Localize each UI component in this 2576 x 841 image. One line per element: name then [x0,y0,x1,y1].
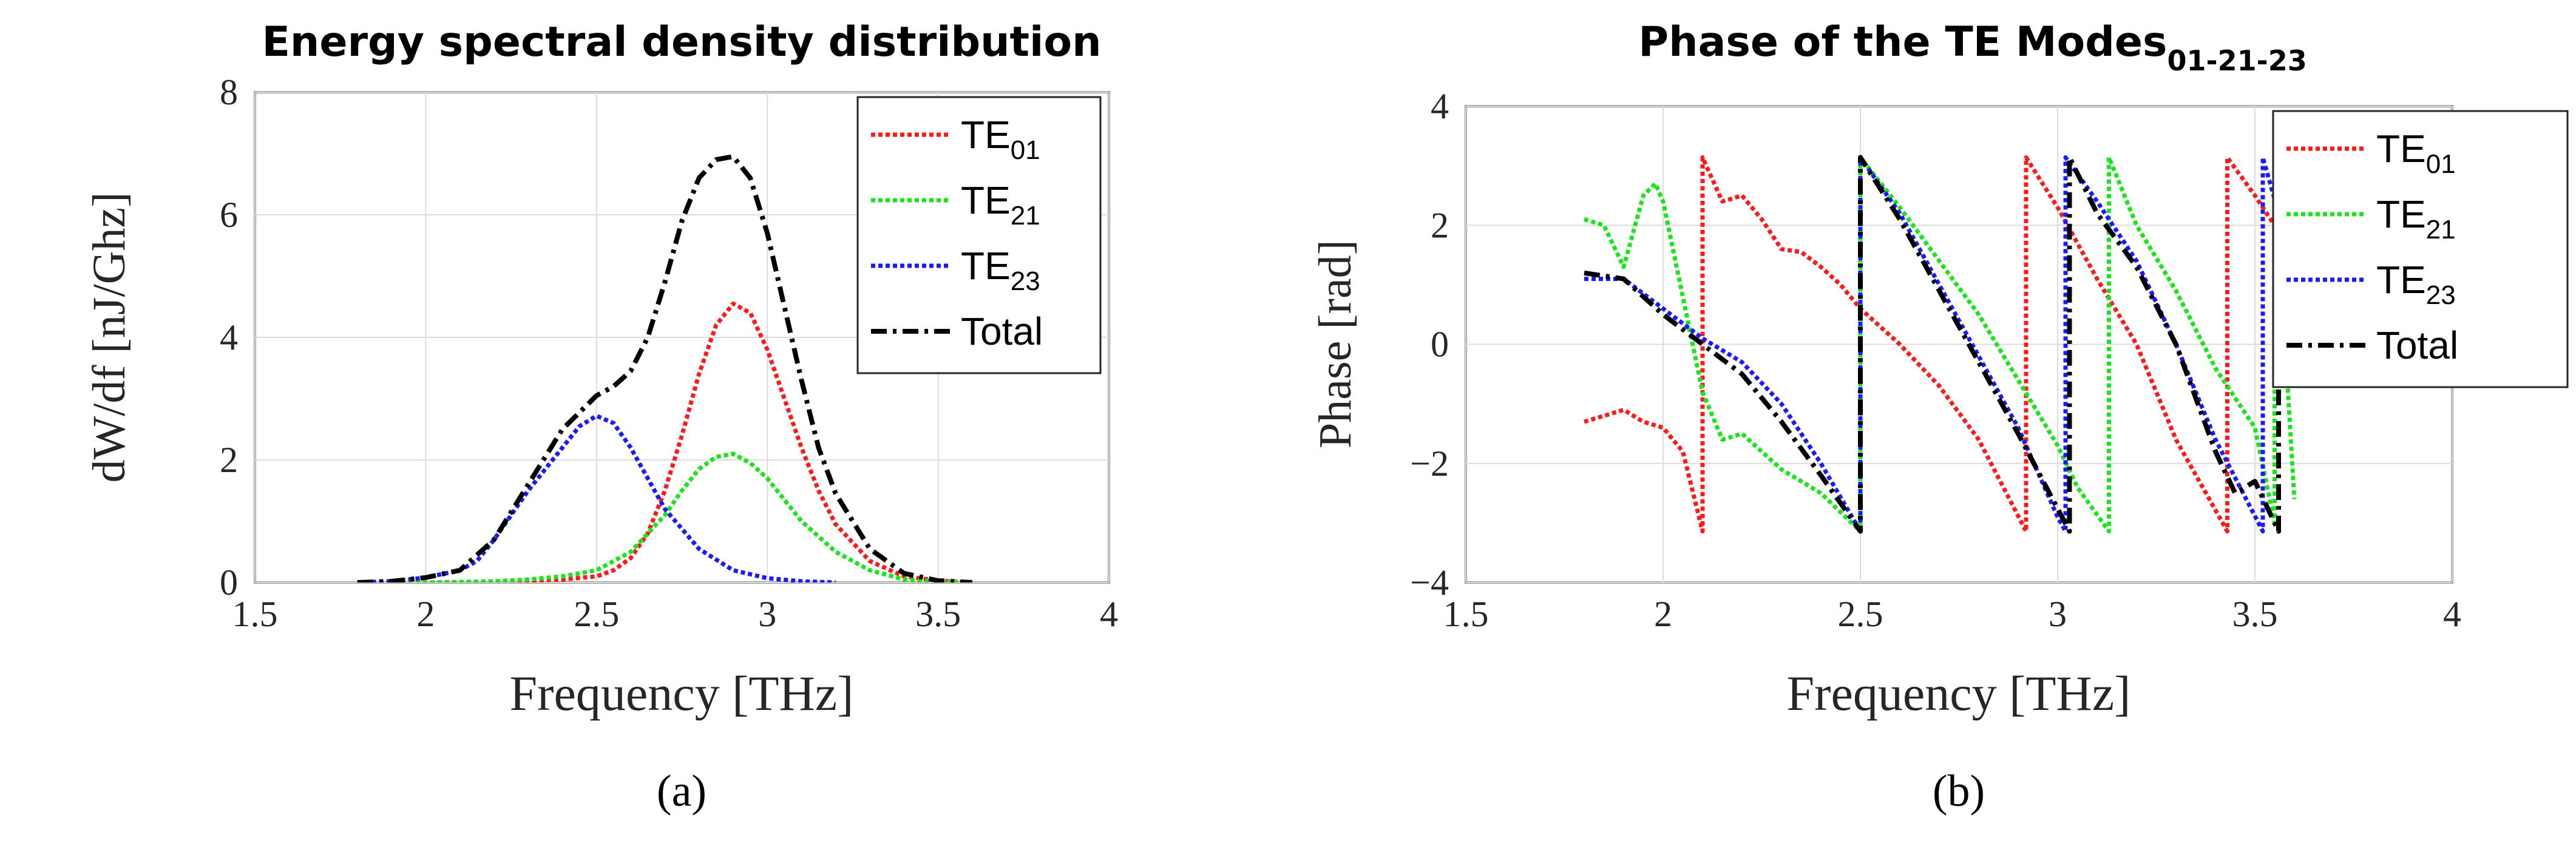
legend-label-sub: 21 [2426,215,2456,245]
y-axis-label: dW/df [nJ/Ghz] [84,192,135,482]
legend-label: TE01 [2376,127,2456,179]
x-tick-label: 3 [758,594,776,634]
legend-label: TE21 [2376,192,2456,245]
legend-label-main: TE [2376,192,2426,236]
caption: (a) [657,766,707,816]
series-line-te-01 [1583,155,2297,534]
series-line-te-21 [357,451,972,583]
y-tick-label: 0 [1431,325,1449,365]
y-axis-label: Phase [rad] [1310,240,1361,448]
series-line-te-21 [1583,155,2297,534]
legend-box [2272,110,2569,388]
x-tick-label: 3.5 [2232,594,2278,634]
legend-label-sub: 01 [2426,149,2456,179]
legend-label-sub: 01 [1011,135,1040,165]
legend-label: Total [961,309,1043,353]
y-tick-label: −2 [1410,444,1449,484]
y-tick-label: 6 [220,195,238,235]
x-tick-label: 1.5 [232,594,278,634]
legend-label-sub: 21 [1011,201,1040,231]
y-tick-label: 0 [220,562,238,603]
y-tick-label: −4 [1410,562,1449,603]
y-tick-label: 4 [220,317,238,357]
legend-label-main: TE [961,113,1011,157]
y-tick-label: 4 [1431,86,1449,126]
legend-label-main: Total [961,309,1043,353]
x-tick-label: 4 [1100,594,1118,634]
x-tick-label: 2.5 [1838,594,1883,634]
legend-label-main: TE [961,178,1011,222]
legend-label: Total [2376,323,2458,367]
tick-labels: 1.5 2 2.5 3 3.5 4 −4 −2 0 2 4 [1410,86,2461,634]
legend-label-main: TE [2376,127,2426,171]
x-tick-label: 3 [2049,594,2067,634]
x-tick-label: 2 [1654,594,1672,634]
series-lines [1583,155,2297,534]
chart-title: Phase of the TE Modes01-21-23 [1638,18,2307,77]
x-tick-label: 2 [416,594,435,634]
legend-label: TE01 [961,113,1040,165]
tick-labels: 1.5 2 2.5 3 3.5 4 0 2 4 6 8 [220,72,1118,634]
x-tick-label: 4 [2443,594,2461,634]
legend-label: TE21 [961,178,1040,231]
series-line-total [357,154,973,583]
legend-label-sub: 23 [2426,280,2456,310]
chart-title-sub: 01-21-23 [2168,44,2307,77]
legend-label-sub: 23 [1011,266,1040,296]
caption: (b) [1933,766,1985,816]
x-tick-label: 3.5 [915,594,961,634]
y-tick-label: 2 [1431,205,1449,245]
x-axis-label: Frequency [THz] [510,666,854,721]
series-line-te-01 [357,302,973,583]
legend-label-main: TE [2376,258,2426,302]
legend-label: TE23 [2376,258,2456,310]
x-tick-label: 1.5 [1443,594,1489,634]
y-tick-label: 2 [220,440,238,480]
legend-label: TE23 [961,244,1040,296]
chart-title: Energy spectral density distribution [262,18,1101,66]
x-tick-label: 2.5 [574,594,619,634]
chart-title-main: Phase of the TE Modes [1638,18,2167,66]
chart-energy-spectral-density: 1.5 2 2.5 3 3.5 4 0 2 4 6 8 Energy spectral densit… [84,18,1118,816]
y-tick-label: 8 [220,72,238,112]
legend-box [856,96,1102,374]
legend-label-main: Total [2376,323,2458,367]
series-lines [357,154,973,583]
chart-phase-te-modes: 1.5 2 2.5 3 3.5 4 −4 −2 0 2 4 Phase of the TE Mode… [1310,18,2569,816]
x-axis-label: Frequency [THz] [1787,666,2131,721]
legend-label-main: TE [961,244,1011,288]
series-line-te-23 [1584,155,2297,534]
